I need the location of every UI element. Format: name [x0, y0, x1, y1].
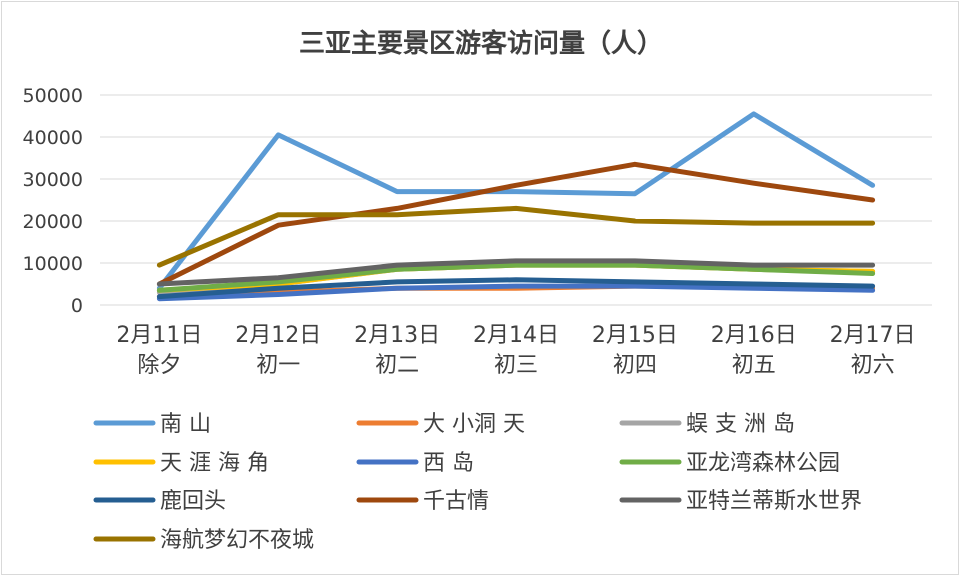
y-tick-label: 40000 [23, 127, 83, 149]
series-line [156, 277, 876, 300]
x-category-label: 初五 [732, 353, 776, 378]
x-category-label: 初一 [256, 353, 300, 378]
legend-label: 大 小洞 天 [423, 412, 525, 437]
series-line [156, 283, 876, 302]
series-lines [156, 111, 876, 302]
y-tick-label: 20000 [23, 211, 83, 233]
x-category-label: 初六 [851, 353, 895, 378]
legend-label: 千古情 [423, 489, 489, 514]
x-category-label: 2月13日 [354, 323, 440, 348]
y-tick-label: 30000 [23, 169, 83, 191]
x-category-label: 初三 [494, 353, 538, 378]
y-tick-label: 0 [71, 295, 83, 317]
x-category-label: 2月12日 [235, 323, 321, 348]
x-category-label: 2月11日 [116, 323, 202, 348]
legend-label: 天 涯 海 角 [160, 451, 269, 476]
x-category-label: 2月16日 [711, 323, 797, 348]
series-line [156, 258, 876, 287]
x-category-label: 初四 [613, 353, 657, 378]
y-tick-label: 50000 [23, 85, 83, 107]
x-category-label: 2月15日 [592, 323, 678, 348]
chart-title: 三亚主要景区游客访问量（人） [299, 28, 663, 59]
legend-label: 亚特兰蒂斯水世界 [686, 489, 862, 514]
gridlines [100, 94, 932, 306]
series-line [156, 161, 876, 287]
legend-label: 亚龙湾森林公园 [686, 451, 840, 476]
series-line [156, 111, 876, 291]
y-tick-label: 10000 [23, 253, 83, 275]
legend-label: 鹿回头 [160, 489, 226, 514]
y-axis-ticks: 0 10000 20000 30000 40000 50000 [23, 85, 83, 317]
x-category-label: 2月17日 [830, 323, 916, 348]
x-category-label: 初二 [375, 353, 419, 378]
x-category-label: 2月14日 [473, 323, 559, 348]
legend-label: 海航梦幻不夜城 [160, 528, 314, 553]
legend-label: 南 山 [160, 412, 211, 437]
x-category-label: 除夕 [137, 353, 181, 378]
series-line [156, 262, 876, 293]
series-line [156, 205, 876, 268]
legend-label: 西 岛 [423, 451, 474, 476]
legend-label: 蜈 支 洲 岛 [686, 412, 795, 437]
